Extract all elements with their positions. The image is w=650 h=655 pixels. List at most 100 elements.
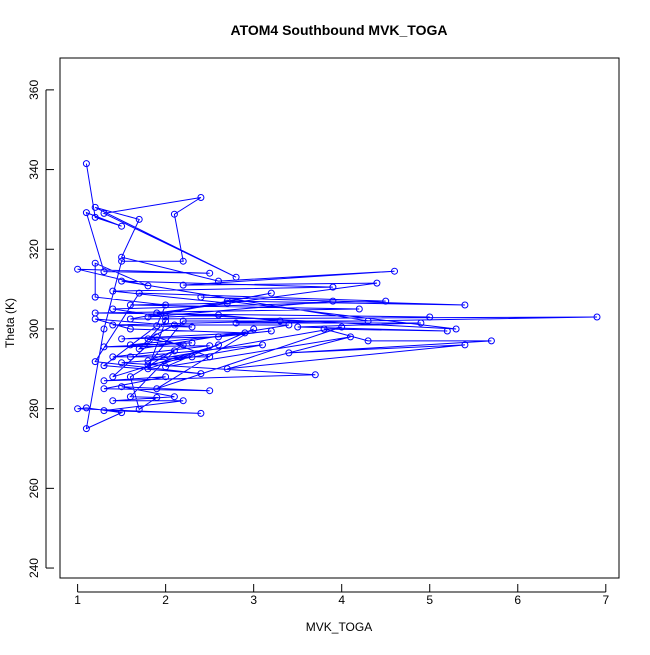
data-point — [144, 313, 152, 321]
data-point — [170, 347, 178, 355]
data-point — [461, 301, 469, 309]
data-point — [215, 277, 222, 285]
plot-frame — [59, 57, 620, 579]
data-point — [347, 333, 354, 341]
y-tick-label: 260 — [27, 478, 41, 498]
data-point — [126, 315, 134, 323]
data-point — [241, 329, 249, 337]
data-point — [126, 373, 134, 381]
data-point — [223, 297, 231, 305]
data-point — [232, 319, 240, 327]
data-point — [206, 387, 214, 395]
data-point — [461, 341, 469, 349]
data-point — [179, 257, 187, 265]
data-point — [135, 215, 143, 223]
data-point — [426, 313, 434, 321]
data-point — [109, 287, 117, 295]
data-point — [197, 409, 205, 417]
data-point — [188, 353, 196, 361]
data-point — [100, 385, 108, 393]
data-point — [74, 405, 82, 413]
data-point — [74, 265, 82, 273]
data-point — [162, 313, 170, 321]
data-point — [197, 293, 205, 301]
data-point — [153, 385, 161, 393]
data-point — [179, 317, 187, 325]
data-point — [109, 305, 117, 313]
data-point — [487, 337, 495, 345]
data-point — [118, 335, 126, 343]
data-point — [100, 325, 108, 333]
data-point — [126, 301, 134, 309]
data-point — [144, 357, 152, 365]
data-point — [100, 268, 108, 276]
x-tick-label: 1 — [74, 593, 81, 607]
x-tick-label: 4 — [338, 593, 345, 607]
data-point — [144, 282, 152, 290]
data-point — [382, 297, 390, 305]
y-tick-label: 280 — [27, 398, 41, 418]
data-point — [118, 383, 126, 391]
data-point — [593, 313, 601, 321]
data-point — [91, 213, 99, 221]
data-point — [109, 373, 117, 381]
data-point — [126, 393, 134, 401]
data-point — [215, 311, 222, 319]
data-point — [162, 317, 170, 325]
data-point — [206, 342, 214, 350]
data-point — [135, 289, 143, 297]
data-point — [170, 321, 178, 329]
data-point — [109, 397, 117, 405]
data-point — [170, 393, 178, 401]
data-point — [91, 203, 99, 211]
x-tick-label: 5 — [426, 593, 433, 607]
data-point — [170, 210, 178, 218]
data-point — [100, 362, 108, 370]
data-point — [329, 283, 337, 291]
data-point — [294, 323, 302, 331]
data-point — [135, 345, 143, 353]
data-point — [82, 425, 90, 433]
data-point — [276, 317, 284, 325]
data-point — [162, 373, 170, 381]
data-point — [373, 279, 381, 287]
data-point — [452, 325, 460, 333]
data-point — [391, 267, 398, 275]
data-point — [91, 309, 99, 317]
data-point — [188, 339, 196, 347]
data-point — [118, 257, 126, 265]
data-point — [144, 365, 152, 373]
data-point — [100, 343, 108, 351]
y-tick-label: 360 — [27, 80, 41, 100]
data-point — [223, 365, 231, 373]
data-point — [144, 335, 152, 343]
data-point — [197, 370, 205, 378]
data-point — [338, 323, 346, 331]
data-point — [162, 301, 170, 309]
x-tick-label: 2 — [162, 593, 169, 607]
data-point — [118, 359, 126, 367]
data-point — [215, 341, 222, 349]
data-point — [179, 397, 187, 405]
data-point — [109, 353, 117, 361]
data-point — [285, 321, 293, 329]
data-point — [215, 333, 222, 341]
x-tick-label: 3 — [250, 593, 257, 607]
series-line — [77, 163, 598, 430]
data-point — [118, 277, 126, 285]
data-point — [144, 361, 152, 369]
data-point — [109, 321, 117, 329]
data-point — [206, 269, 214, 277]
data-point — [162, 363, 170, 371]
data-point — [153, 322, 161, 330]
data-point — [126, 341, 134, 349]
data-point — [135, 405, 143, 413]
data-point — [153, 394, 161, 401]
chart-title: ATOM4 Southbound MVK_TOGA — [231, 22, 448, 38]
x-tick-label: 7 — [602, 593, 609, 607]
data-point — [100, 407, 108, 415]
y-tick-label: 300 — [27, 319, 41, 339]
data-point — [126, 325, 134, 333]
data-point — [311, 371, 319, 379]
data-point — [91, 293, 99, 301]
